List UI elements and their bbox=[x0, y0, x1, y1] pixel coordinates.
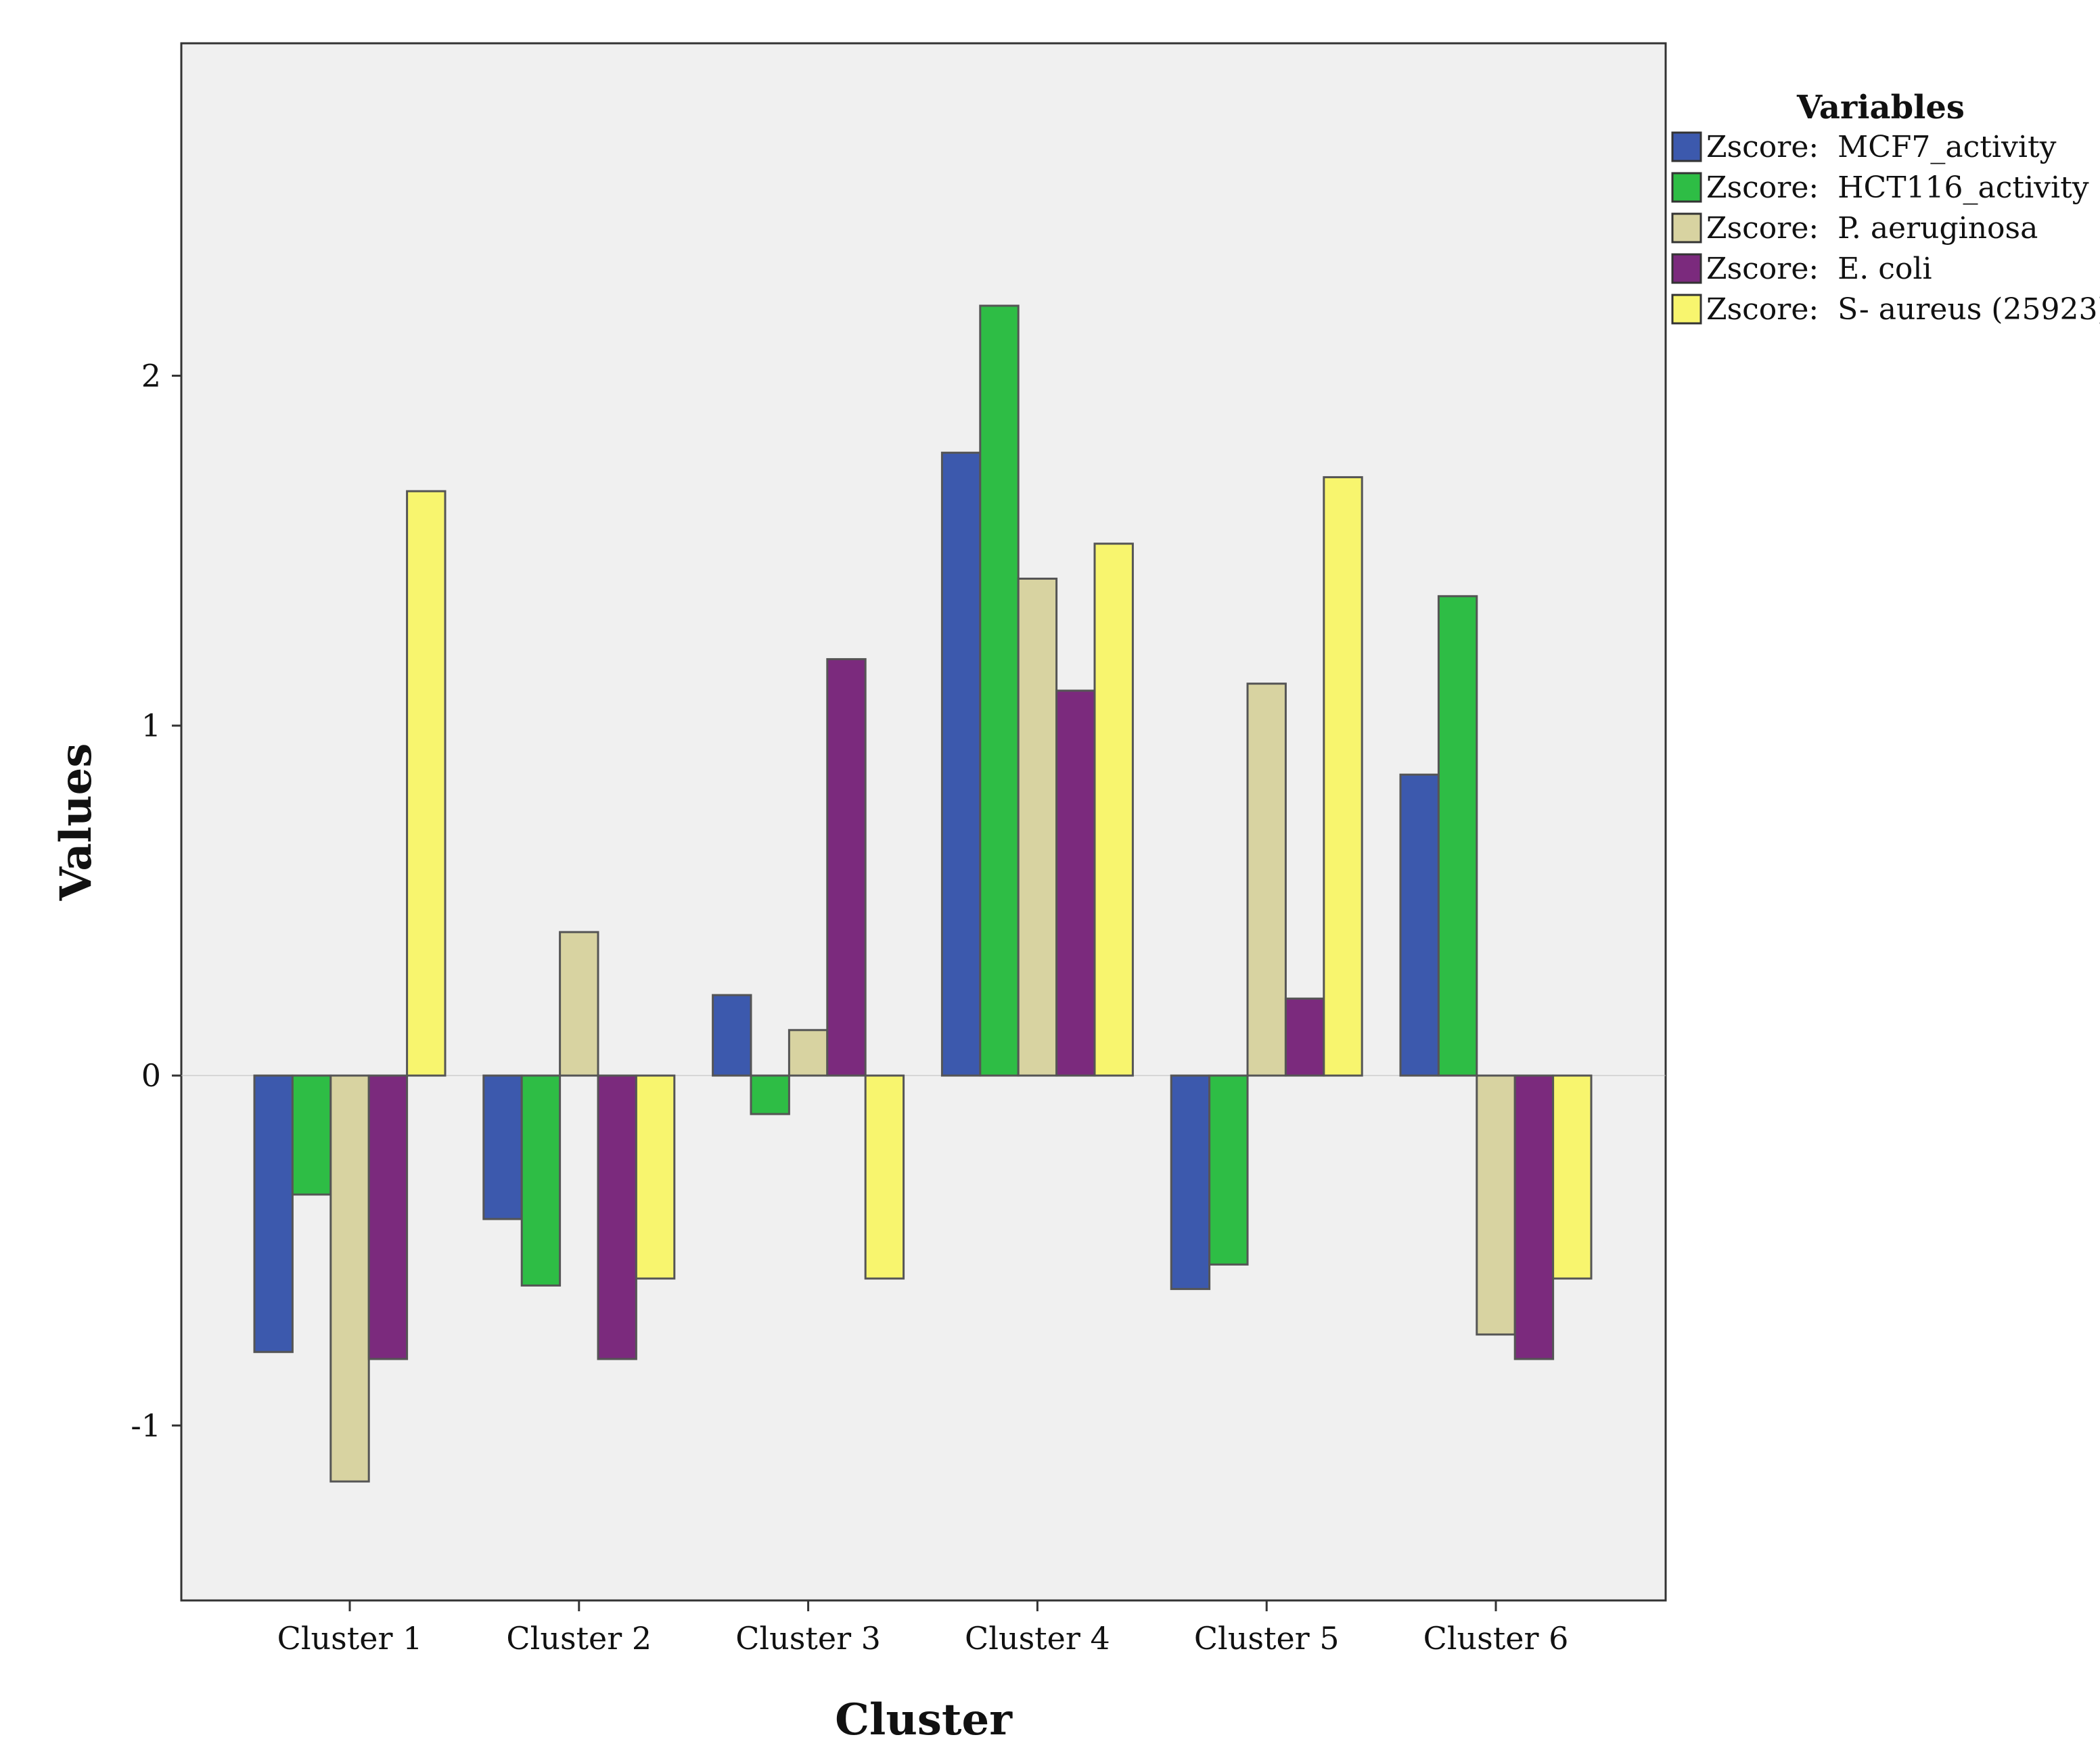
y-axis-title: Values bbox=[51, 743, 101, 902]
bar bbox=[1055, 689, 1096, 1077]
bar bbox=[597, 1074, 637, 1360]
bar bbox=[940, 451, 982, 1077]
y-tick-label: -1 bbox=[131, 1407, 161, 1444]
legend-swatch bbox=[1671, 212, 1702, 244]
x-tick-label: Cluster 1 bbox=[277, 1620, 423, 1657]
bar bbox=[1093, 543, 1134, 1077]
legend: Variables Zscore: MCF7_activity Zscore: H… bbox=[1671, 89, 2100, 327]
bar bbox=[1170, 1074, 1211, 1291]
bar bbox=[1552, 1074, 1593, 1280]
legend-title: Variables bbox=[1796, 89, 1965, 126]
x-tick-label: Cluster 4 bbox=[965, 1620, 1110, 1657]
bar bbox=[635, 1074, 676, 1280]
x-axis-title: Cluster bbox=[835, 1694, 1013, 1745]
legend-label: Zscore: HCT116_activity bbox=[1706, 170, 2089, 205]
y-tick-label: 0 bbox=[141, 1057, 161, 1094]
x-tick-label: Cluster 2 bbox=[506, 1620, 652, 1657]
bar bbox=[1323, 476, 1363, 1077]
bar bbox=[712, 994, 752, 1077]
bar bbox=[1017, 577, 1058, 1077]
bars bbox=[253, 304, 1593, 1483]
x-tick-label: Cluster 6 bbox=[1423, 1620, 1569, 1657]
bar bbox=[520, 1074, 562, 1287]
legend-swatch bbox=[1671, 131, 1702, 162]
legend-label: Zscore: P. aeruginosa bbox=[1706, 211, 2038, 246]
bar bbox=[406, 490, 447, 1077]
bar bbox=[1246, 683, 1287, 1077]
bar bbox=[1476, 1074, 1516, 1336]
legend-label: Zscore: MCF7_activity bbox=[1706, 130, 2057, 164]
legend-swatch bbox=[1671, 294, 1702, 325]
bar bbox=[482, 1074, 523, 1220]
bar bbox=[559, 931, 599, 1077]
bar bbox=[367, 1074, 409, 1360]
legend-swatch bbox=[1671, 172, 1702, 203]
bar bbox=[826, 657, 867, 1077]
y-axis: -1 0 1 2 bbox=[131, 357, 181, 1444]
bar bbox=[864, 1074, 905, 1280]
bar bbox=[1399, 773, 1440, 1077]
x-tick-label: Cluster 5 bbox=[1194, 1620, 1340, 1657]
bar bbox=[253, 1074, 294, 1354]
bar bbox=[1437, 595, 1478, 1077]
bar bbox=[1513, 1074, 1555, 1360]
x-axis: Cluster 1 Cluster 2 Cluster 3 Cluster 4 Clus… bbox=[277, 1600, 1569, 1657]
y-tick-label: 2 bbox=[141, 357, 161, 394]
x-tick-label: Cluster 3 bbox=[735, 1620, 881, 1657]
bar bbox=[291, 1074, 332, 1196]
bar bbox=[329, 1074, 370, 1483]
bar bbox=[979, 304, 1020, 1077]
bar bbox=[750, 1074, 790, 1115]
bar bbox=[1208, 1074, 1249, 1266]
legend-label: Zscore: E. coli bbox=[1706, 252, 1932, 286]
y-tick-label: 1 bbox=[141, 708, 161, 744]
bar bbox=[1284, 997, 1325, 1077]
legend-label: Zscore: S- aureus (25923) bbox=[1706, 292, 2100, 327]
legend-swatch bbox=[1671, 253, 1702, 284]
bar bbox=[788, 1029, 829, 1077]
